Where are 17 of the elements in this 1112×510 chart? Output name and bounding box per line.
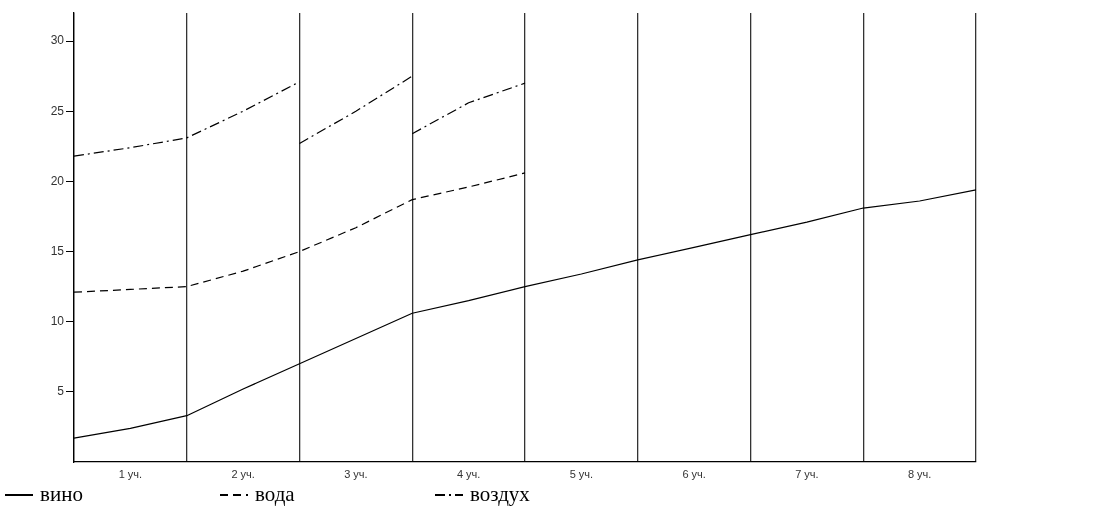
x-tick-label: 6 уч. [682, 467, 706, 480]
x-tick-label: 1 уч. [118, 467, 143, 480]
legend-label: вино [40, 482, 83, 506]
x-tick-label: 8 уч. [907, 467, 932, 480]
x-tick-label: 2 уч. [231, 467, 255, 480]
legend-label: вода [255, 482, 295, 506]
x-tick-label: 4 уч. [456, 467, 481, 480]
y-tick-label: 10 [50, 314, 65, 328]
x-tick-label: 3 уч. [344, 467, 368, 480]
legend-label: воздух [470, 482, 530, 506]
y-tick-label: 5 [57, 384, 65, 399]
y-tick-label: 30 [50, 33, 65, 48]
x-tick-label: 7 уч. [795, 467, 819, 480]
y-tick-label: 20 [50, 173, 65, 188]
y-tick-label: 25 [50, 103, 65, 118]
y-tick-label: 15 [50, 243, 65, 258]
x-tick-label: 5 уч. [569, 467, 594, 480]
